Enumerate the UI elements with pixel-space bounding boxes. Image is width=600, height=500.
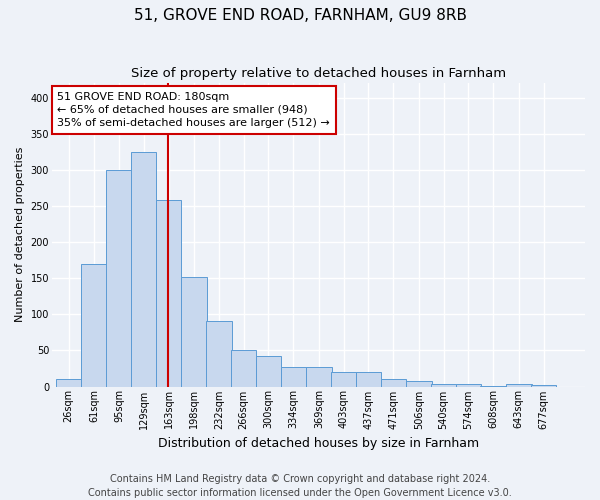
- Bar: [455, 384, 481, 386]
- Bar: [531, 385, 556, 386]
- Y-axis label: Number of detached properties: Number of detached properties: [15, 147, 25, 322]
- Bar: [206, 322, 232, 386]
- Bar: [156, 200, 181, 386]
- Bar: [306, 367, 332, 386]
- Bar: [506, 384, 532, 386]
- Text: 51, GROVE END ROAD, FARNHAM, GU9 8RB: 51, GROVE END ROAD, FARNHAM, GU9 8RB: [133, 8, 467, 22]
- Bar: [431, 384, 457, 386]
- Bar: [281, 367, 306, 386]
- Bar: [356, 372, 381, 386]
- Title: Size of property relative to detached houses in Farnham: Size of property relative to detached ho…: [131, 68, 506, 80]
- X-axis label: Distribution of detached houses by size in Farnham: Distribution of detached houses by size …: [158, 437, 479, 450]
- Bar: [406, 380, 431, 386]
- Bar: [380, 380, 406, 386]
- Bar: [106, 170, 131, 386]
- Bar: [131, 152, 157, 386]
- Bar: [231, 350, 256, 386]
- Bar: [181, 276, 207, 386]
- Text: 51 GROVE END ROAD: 180sqm
← 65% of detached houses are smaller (948)
35% of semi: 51 GROVE END ROAD: 180sqm ← 65% of detac…: [57, 92, 330, 128]
- Text: Contains HM Land Registry data © Crown copyright and database right 2024.
Contai: Contains HM Land Registry data © Crown c…: [88, 474, 512, 498]
- Bar: [331, 372, 356, 386]
- Bar: [256, 356, 281, 386]
- Bar: [82, 264, 107, 386]
- Bar: [56, 380, 82, 386]
